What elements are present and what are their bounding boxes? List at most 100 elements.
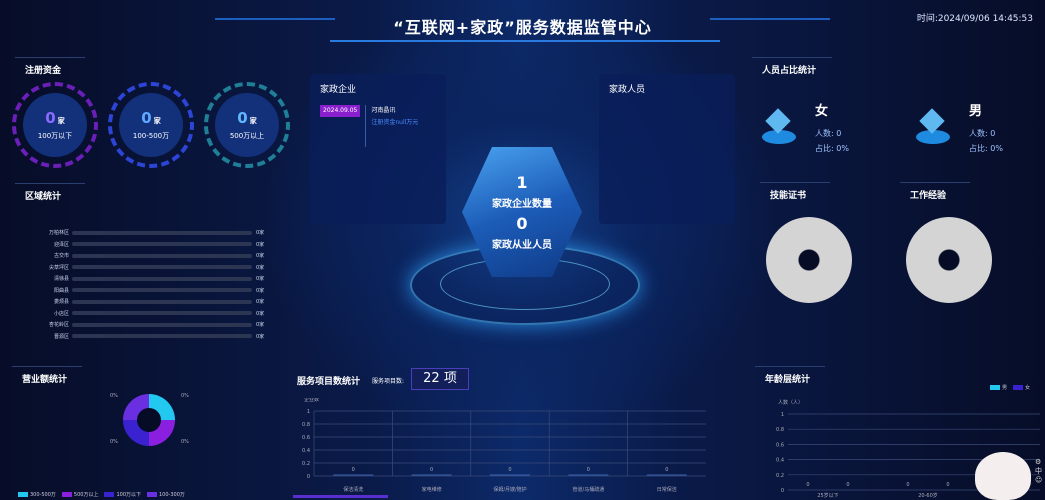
section-title-experience: 工作经验: [900, 182, 970, 201]
male-label: 男: [969, 104, 983, 119]
age-legend: 男女: [990, 384, 1030, 391]
service-count: 22 项: [411, 368, 469, 390]
staff-panel: 家政人员: [599, 74, 735, 224]
capital-value: 0: [45, 109, 56, 127]
x-tick-label: 保姆/月嫂/陪护: [493, 486, 526, 493]
legend-item[interactable]: 300-500万: [18, 491, 56, 498]
bar-value-label: 0: [508, 467, 511, 473]
region-row: 杏花岭区 0家: [0, 319, 264, 331]
y-tick-label: 0: [307, 474, 310, 480]
x-tick-label: 日常保洁: [657, 486, 677, 493]
y-axis-label: 企业数: [304, 398, 319, 403]
region-value: 0家: [256, 322, 265, 329]
region-name: 迎泽区: [53, 241, 69, 248]
legend-item[interactable]: 100万以下: [104, 491, 141, 498]
region-name: 杏花岭区: [48, 322, 69, 329]
bar-value-label: 0: [430, 467, 433, 473]
y-tick-label: 0.4: [302, 448, 310, 454]
region-bar: [72, 230, 252, 235]
clock: 时间:2024/09/06 14:45:53: [916, 14, 1033, 24]
revenue-legend: 300-500万 500万以上 100万以下 100-300万: [18, 491, 185, 498]
mascot-cat-widget[interactable]: [975, 452, 1031, 500]
female-icon: [758, 108, 798, 148]
enterprise-count-label: 家政企业数量: [492, 199, 552, 210]
region-bar: [72, 276, 252, 281]
x-tick-label: 25岁以下: [817, 492, 838, 499]
y-tick-label: 1: [307, 409, 310, 415]
staff-count-label: 家政从业人员: [492, 240, 552, 251]
region-value: 0家: [256, 276, 265, 283]
capital-label: 100-500万: [132, 132, 170, 140]
region-value: 0家: [256, 264, 265, 271]
region-value: 0家: [256, 299, 265, 306]
cert-donut: [766, 217, 852, 303]
region-row: 尖草坪区 0家: [0, 262, 264, 274]
region-value: 0家: [256, 241, 265, 248]
capital-rings: 0 家 100万以下 0 家 100-500万 0 家 500万以上: [12, 82, 290, 168]
experience-donut: [906, 217, 992, 303]
region-row: 迎泽区 0家: [0, 239, 264, 251]
capital-value: 0: [141, 109, 152, 127]
y-tick-label: 1: [781, 412, 784, 418]
region-bar: [72, 242, 252, 247]
enterprise-panel: 家政企业 2024.09.05 河南晶讯 注册资金null万元: [310, 74, 446, 224]
region-name: 万柏林区: [48, 230, 69, 237]
section-title-age: 年龄层统计: [755, 366, 825, 385]
page-title: “互联网+家政”服务数据监管中心: [393, 18, 652, 37]
header-line-left: [215, 18, 335, 20]
section-title-cert: 技能证书: [760, 182, 830, 201]
bar-value-label: 0: [806, 482, 809, 488]
unit: 家: [249, 117, 257, 125]
y-tick-label: 0.8: [776, 427, 784, 433]
panel-title: 家政人员: [609, 85, 646, 95]
bar-value-label: 0: [665, 467, 668, 473]
female-percent: 占比: 0%: [815, 144, 849, 153]
pie-label: 0%: [181, 393, 189, 399]
services-chart: 企业数 1 0.8 0.6 0.4 0.2 0 0 保洁清洗 0 家电维修 0 保姆/月嫂/陪护 0 管道/…: [293, 398, 706, 498]
region-bar: [72, 334, 252, 339]
region-value: 0家: [256, 230, 265, 237]
y-axis-label: 人数（人）: [778, 399, 803, 406]
x-tick-label: 家电维修: [422, 486, 442, 493]
y-tick-label: 0.6: [302, 435, 310, 441]
legend-item[interactable]: 100-300万: [147, 491, 185, 498]
capital-ring-1: 0 家 100万以下: [12, 82, 98, 168]
capital-label: 500万以上: [229, 132, 265, 140]
unit: 家: [153, 117, 161, 125]
region-bar-list: 万柏林区 0家 迎泽区 0家 古交市 0家 尖草坪区 0家 清徐县 0家 阳曲县 0家 娄烦县 0家 小店区…: [0, 227, 264, 342]
x-tick-label: 管道/马桶疏通: [573, 486, 605, 493]
section-title-region: 区域统计: [15, 183, 85, 202]
section-title-revenue: 营业额统计: [12, 366, 82, 385]
legend-male: 男: [990, 384, 1007, 391]
bar-value-label: 0: [846, 482, 849, 488]
capital-value: 0: [237, 109, 248, 127]
male-count: 人数: 0: [969, 129, 996, 138]
region-value: 0家: [256, 333, 265, 340]
region-bar: [72, 299, 252, 304]
region-name: 阳曲县: [53, 287, 69, 294]
header-underline: [330, 40, 720, 42]
legend-item[interactable]: 500万以上: [61, 491, 98, 498]
section-title-services: 服务项目数统计: [297, 377, 361, 387]
enterprise-count: 1: [516, 173, 528, 192]
region-bar: [72, 265, 252, 270]
enterprise-item[interactable]: 河南晶讯 注册资金null万元: [365, 105, 418, 147]
region-name: 小店区: [53, 310, 69, 317]
scrollbar[interactable]: [293, 495, 388, 498]
enterprise-date: 2024.09.05: [320, 105, 361, 117]
region-bar: [72, 288, 252, 293]
male-percent: 占比: 0%: [969, 144, 1003, 153]
region-row: 阳曲县 0家: [0, 285, 264, 297]
capital-ring-3: 0 家 500万以上: [204, 82, 290, 168]
region-name: 古交市: [53, 253, 69, 260]
female-label: 女: [815, 104, 829, 119]
side-tool-icons[interactable]: ⚙ 中 ☺: [1035, 458, 1043, 484]
region-name: 娄烦县: [53, 299, 69, 306]
y-tick-label: 0.8: [302, 422, 310, 428]
region-name: 清徐县: [53, 276, 69, 283]
region-row: 古交市 0家: [0, 250, 264, 262]
region-bar: [72, 322, 252, 327]
region-value: 0家: [256, 287, 265, 294]
region-value: 0家: [256, 310, 265, 317]
region-bar: [72, 253, 252, 258]
